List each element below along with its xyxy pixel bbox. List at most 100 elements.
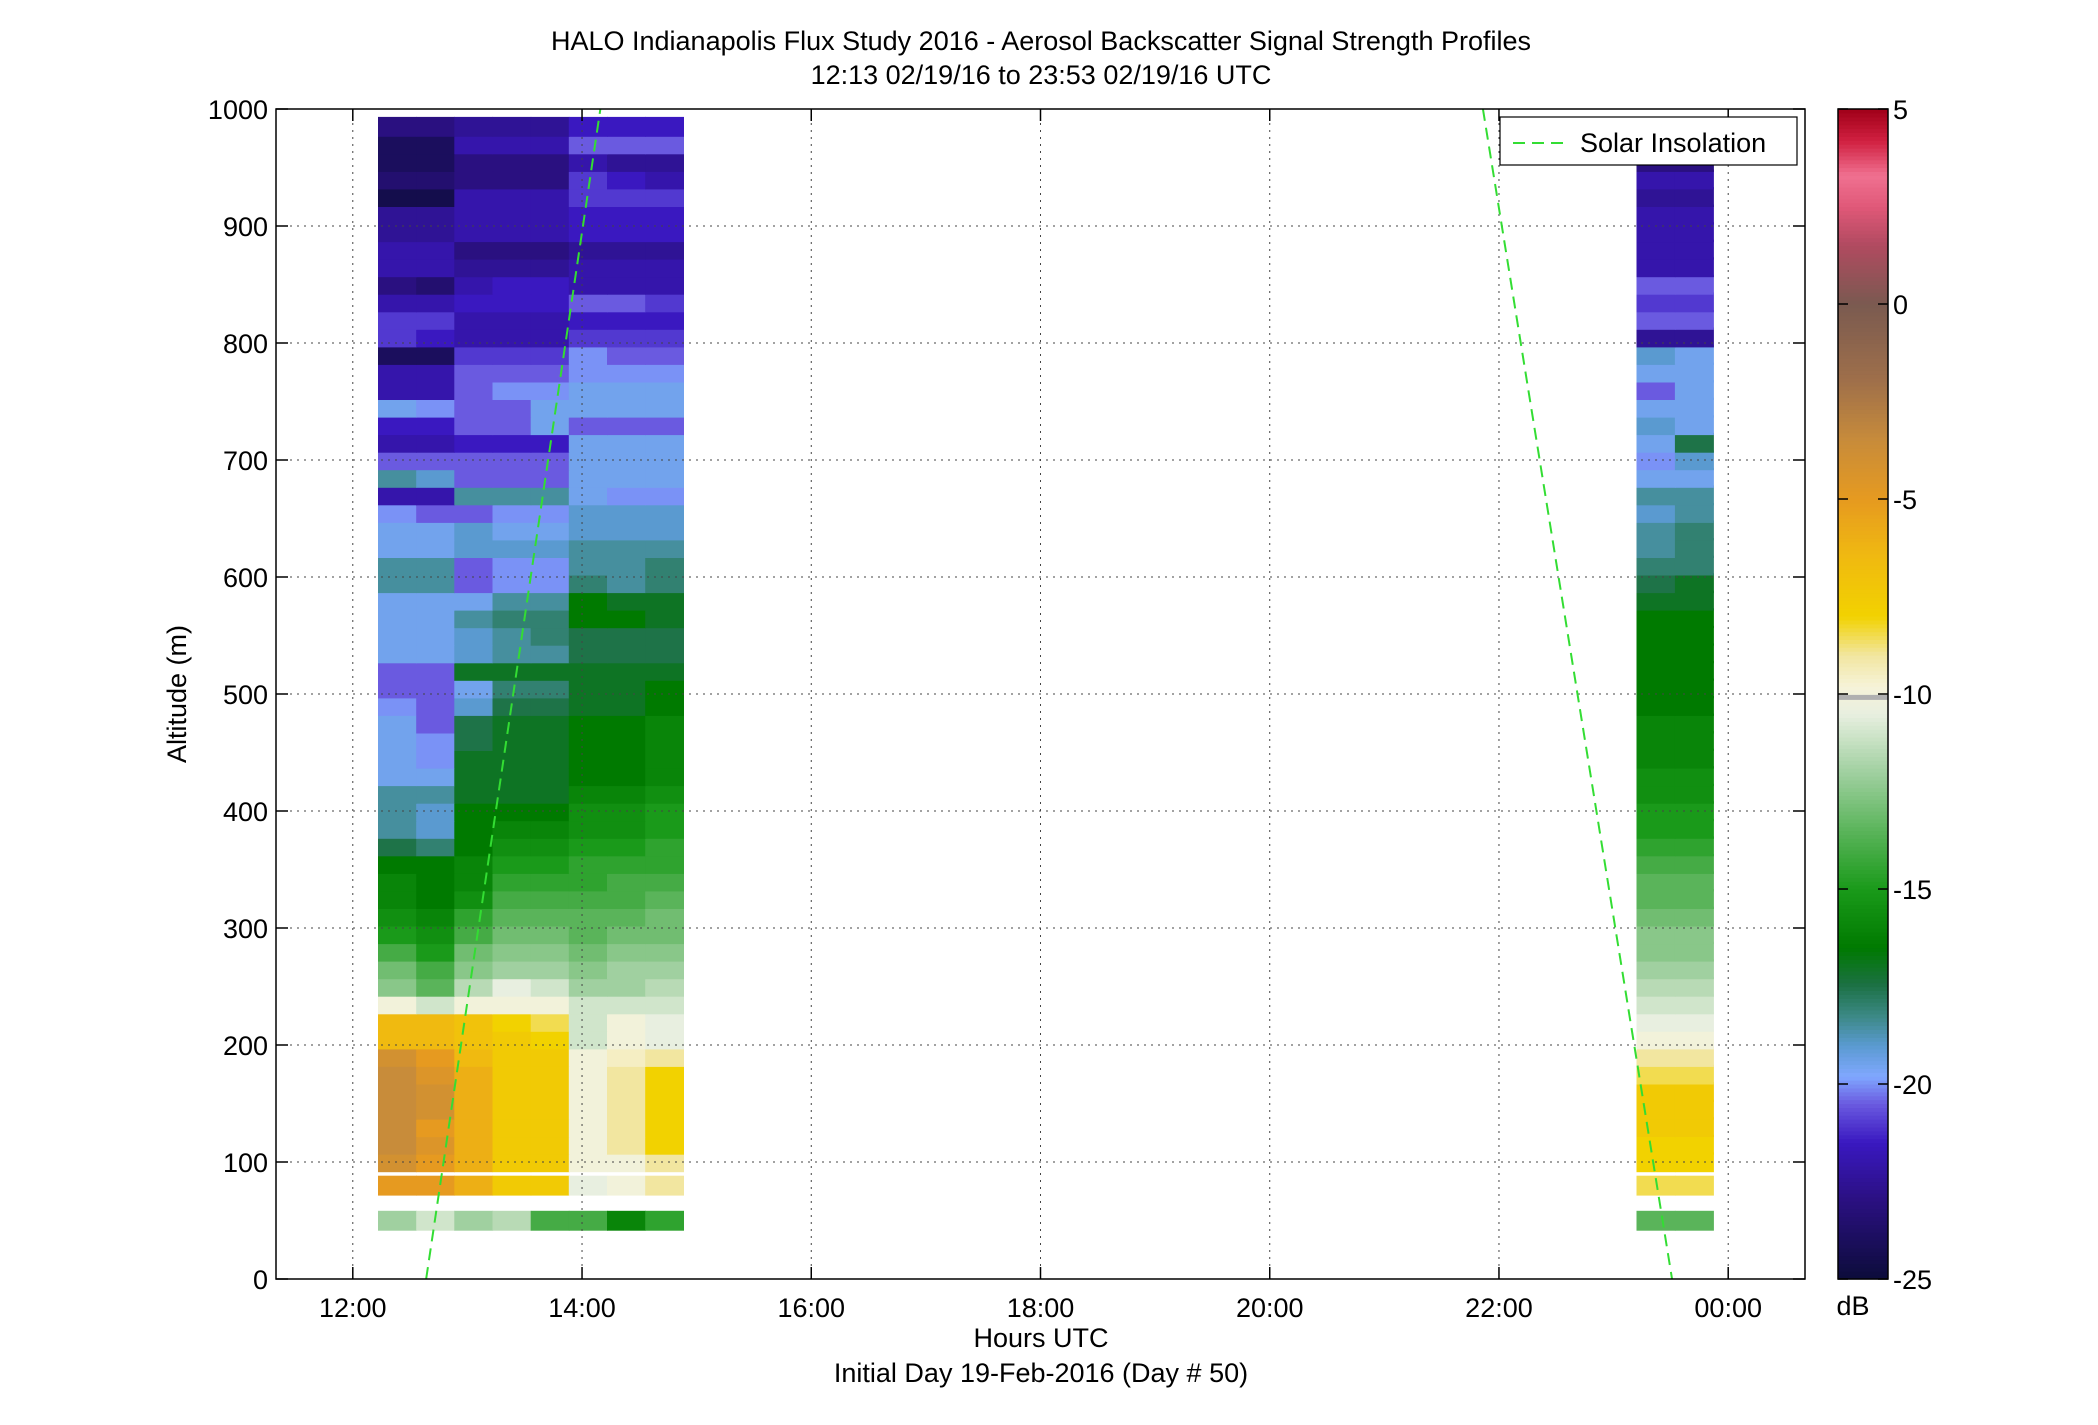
heatmap-cell bbox=[1674, 204, 1714, 225]
heatmap-cell bbox=[568, 450, 608, 471]
heatmap-cell bbox=[1636, 467, 1676, 488]
heatmap-cell bbox=[568, 1099, 608, 1120]
heatmap-cell bbox=[645, 1134, 684, 1155]
heatmap-cell bbox=[568, 204, 608, 225]
colorbar-strip bbox=[1838, 233, 1888, 239]
colorbar-strip bbox=[1838, 487, 1888, 492]
heatmap-cell bbox=[645, 257, 684, 278]
heatmap-cell bbox=[378, 239, 417, 260]
heatmap-cell bbox=[454, 643, 494, 664]
heatmap-cell bbox=[416, 660, 455, 681]
solar-insolation-lines bbox=[425, 108, 1674, 1280]
colorbar-strip bbox=[1838, 1134, 1888, 1140]
colorbar-strip bbox=[1838, 619, 1888, 625]
heatmap-cell bbox=[607, 1082, 646, 1102]
heatmap-cell bbox=[454, 1134, 494, 1155]
heatmap-cell bbox=[378, 959, 417, 980]
heatmap-cell bbox=[530, 660, 570, 681]
heatmap-cell bbox=[454, 1064, 494, 1085]
y-axis: 0 100 200 300 400 500 600 700 800 900 1000 bbox=[208, 95, 1805, 1295]
heatmap-cell bbox=[568, 941, 608, 962]
heatmap-cell bbox=[645, 397, 684, 418]
colorbar-strip bbox=[1838, 978, 1888, 984]
heatmap-cell bbox=[378, 467, 417, 488]
colorbar-strip bbox=[1838, 311, 1888, 317]
heatmap-cell bbox=[645, 1064, 684, 1085]
heatmap-cell bbox=[378, 818, 417, 839]
colorbar-strip bbox=[1838, 116, 1888, 122]
heatmap-cell bbox=[492, 116, 532, 137]
heatmap-cell bbox=[378, 520, 417, 541]
heatmap-cell bbox=[530, 538, 570, 558]
colorbar-strip bbox=[1838, 401, 1888, 406]
heatmap-cell bbox=[1636, 836, 1676, 857]
heatmap-cell bbox=[454, 432, 494, 453]
heatmap-cell bbox=[492, 660, 532, 681]
x-axis-sublabel: Initial Day 19-Feb-2016 (Day # 50) bbox=[834, 1358, 1248, 1388]
colorbar-strip bbox=[1838, 1037, 1888, 1042]
heatmap-cell bbox=[454, 169, 494, 190]
colorbar-strip bbox=[1838, 861, 1888, 867]
heatmap-cell bbox=[568, 152, 608, 172]
colorbar-strip bbox=[1838, 1006, 1888, 1011]
heatmap-cell bbox=[1674, 748, 1714, 769]
colorbar-tick-label: -10 bbox=[1893, 680, 1932, 710]
heatmap-cell bbox=[416, 1029, 455, 1050]
x-tick-label: 12:00 bbox=[319, 1293, 387, 1323]
colorbar-strip bbox=[1838, 1228, 1888, 1233]
colorbar-strip bbox=[1838, 764, 1888, 769]
heatmap-cell bbox=[454, 818, 494, 839]
heatmap-cell bbox=[568, 397, 608, 418]
heatmap-cell bbox=[454, 116, 494, 137]
heatmap-cell bbox=[607, 152, 646, 172]
heatmap-cell bbox=[454, 906, 494, 927]
heatmap-cell bbox=[645, 1117, 684, 1138]
heatmap-cell bbox=[645, 1210, 684, 1231]
y-tick-label: 300 bbox=[223, 914, 268, 944]
heatmap-cell bbox=[645, 1175, 684, 1196]
colorbar-strip bbox=[1838, 194, 1888, 200]
colorbar-strip bbox=[1838, 799, 1888, 804]
colorbar-strip bbox=[1838, 370, 1888, 375]
colorbar-strip bbox=[1838, 678, 1888, 683]
colorbar-strip bbox=[1838, 378, 1888, 383]
colorbar-tick-label: 5 bbox=[1893, 95, 1908, 125]
heatmap-cell bbox=[416, 538, 455, 558]
heatmap-cell bbox=[645, 292, 684, 313]
heatmap-cell bbox=[1674, 1064, 1714, 1085]
colorbar-strip bbox=[1838, 218, 1888, 223]
heatmap-cell bbox=[530, 1029, 570, 1050]
colorbar-strip bbox=[1838, 725, 1888, 730]
heatmap-cell bbox=[416, 1134, 455, 1155]
heatmap-cell bbox=[607, 257, 646, 278]
colorbar-strip bbox=[1838, 1185, 1888, 1190]
colorbar-strip bbox=[1838, 1009, 1888, 1015]
colorbar-strip bbox=[1838, 705, 1888, 711]
heatmap-cell bbox=[492, 906, 532, 927]
heatmap-cell bbox=[645, 836, 684, 857]
heatmap-cell bbox=[378, 1029, 417, 1050]
heatmap-cell bbox=[1674, 731, 1714, 751]
heatmap-cell bbox=[492, 415, 532, 436]
heatmap-cell bbox=[416, 959, 455, 980]
colorbar-strip bbox=[1838, 674, 1888, 679]
heatmap-cell bbox=[1636, 520, 1676, 541]
colorbar-strip bbox=[1838, 892, 1888, 898]
heatmap-cell bbox=[378, 116, 417, 137]
heatmap-cell bbox=[378, 380, 417, 400]
heatmap-cell bbox=[378, 1082, 417, 1102]
heatmap-cell bbox=[1636, 1082, 1676, 1102]
colorbar-strip bbox=[1838, 783, 1888, 789]
heatmap-cell bbox=[378, 415, 417, 436]
heatmap-cell bbox=[607, 660, 646, 681]
x-tick-label: 00:00 bbox=[1694, 1293, 1762, 1323]
colorbar-strip bbox=[1838, 257, 1888, 262]
colorbar-strip bbox=[1838, 561, 1888, 566]
colorbar-strip bbox=[1838, 1123, 1888, 1128]
heatmap-cell bbox=[454, 625, 494, 646]
heatmap-cell bbox=[530, 573, 570, 594]
colorbar-strip bbox=[1838, 1126, 1888, 1132]
colorbar-strip bbox=[1838, 436, 1888, 442]
heatmap-cell bbox=[645, 871, 684, 892]
